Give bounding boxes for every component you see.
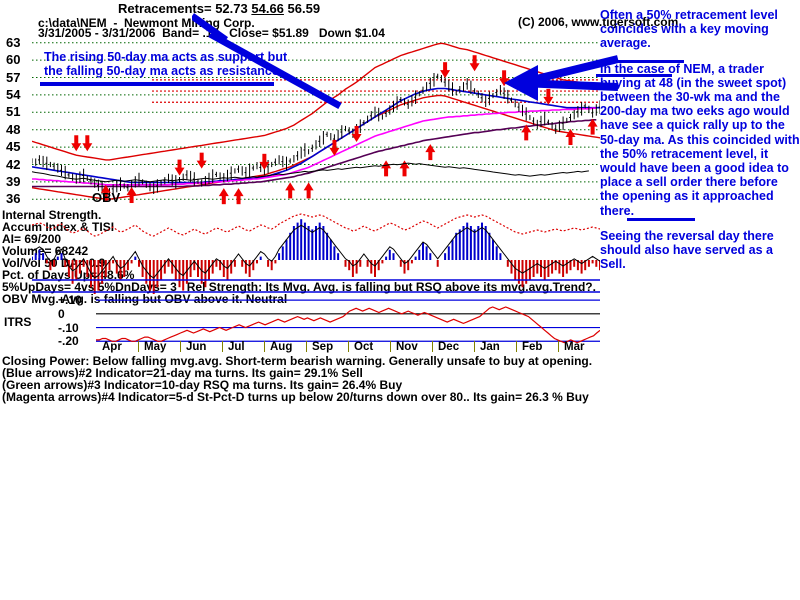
retracement-low: 52.73 xyxy=(215,1,248,16)
right-annotation-panel: Often a 50% retracement level coincides … xyxy=(600,8,800,282)
month-tick-sep xyxy=(306,341,307,352)
right-para-3: Seeing the reversal day there should als… xyxy=(600,228,774,272)
y-tick-45: 45 xyxy=(6,139,21,155)
stat-internal-strength: Internal Strength. xyxy=(2,208,102,222)
itrs-tick-1: 0 xyxy=(58,306,65,321)
month-label-aug: Aug xyxy=(270,341,293,353)
month-tick-jul xyxy=(222,341,223,352)
month-label-nov: Nov xyxy=(396,341,418,353)
obv-label: OBV xyxy=(92,190,121,205)
retracement-high: 56.59 xyxy=(287,1,321,16)
itrs-tick-0: +.10 xyxy=(58,293,82,308)
retracement-pointer xyxy=(192,13,229,42)
footer-green-arrows: (Green arrows)#3 Indicator=10-day RSQ ma… xyxy=(2,378,403,392)
itrs-label: ITRS xyxy=(4,315,32,329)
footer-closing-power: Closing Power: Below falling mvg.avg. Sh… xyxy=(2,354,593,368)
annotation-pointer-left xyxy=(208,34,342,110)
price-chart-pane xyxy=(32,34,600,208)
month-tick-aug xyxy=(264,341,265,352)
stat-obv-mvg-avg: OBV Mvg. Avg. is falling but OBV above i… xyxy=(2,292,288,306)
accumulation-index-pane xyxy=(32,208,600,302)
month-label-jul: Jul xyxy=(228,341,245,353)
price-annotation-underline xyxy=(40,82,274,86)
footer-blue-arrows: (Blue arrows)#2 Indicator=21-day ma turn… xyxy=(2,366,363,380)
month-tick-feb xyxy=(516,341,517,352)
y-tick-42: 42 xyxy=(6,156,21,172)
month-label-jan: Jan xyxy=(480,341,500,353)
itrs-pane xyxy=(96,296,600,344)
right-para-1: Often a 50% retracement level coincides … xyxy=(600,8,778,51)
itrs-tick-2: -.10 xyxy=(58,320,79,335)
month-label-mar: Mar xyxy=(564,341,585,353)
annotation-pointer-right xyxy=(504,55,619,101)
retracements-label: Retracements= xyxy=(118,1,212,16)
month-label-apr: Apr xyxy=(102,341,122,353)
month-label-oct: Oct xyxy=(354,341,374,353)
right-para-2: In the case of NEM, a trader buying at 4… xyxy=(600,61,800,218)
y-tick-57: 57 xyxy=(6,69,21,85)
retracements-header: Retracements= 52.73 54.66 56.59 xyxy=(118,1,320,16)
stat-accum-index-title: Accum Index & TISI xyxy=(2,220,115,234)
footer-magenta-arrows: (Magenta arrows)#4 Indicator=5-d St-Pct-… xyxy=(2,390,589,404)
month-label-feb: Feb xyxy=(522,341,543,353)
date-range-quote: 3/31/2005 - 3/31/2006 Band= .12 Close= $… xyxy=(38,26,385,40)
y-tick-54: 54 xyxy=(6,86,21,102)
y-tick-48: 48 xyxy=(6,121,21,137)
right-underline-2 xyxy=(596,74,672,77)
stat-ai: AI= 69/200 xyxy=(2,232,62,246)
y-tick-63: 63 xyxy=(6,34,21,50)
month-label-dec: Dec xyxy=(438,341,460,353)
right-underline-1 xyxy=(600,60,684,63)
month-tick-jun xyxy=(180,341,181,352)
month-tick-dec xyxy=(432,341,433,352)
month-tick-nov xyxy=(390,341,391,352)
month-label-may: May xyxy=(144,341,167,353)
retracement-mid: 54.66 xyxy=(251,1,284,16)
month-axis: Apr May Jun Jul Aug Sep Oct Nov Dec Jan Feb Mar xyxy=(96,341,600,355)
copyright-notice: (C) 2006, www.tigersoft.com xyxy=(518,15,679,29)
month-tick-may xyxy=(138,341,139,352)
itrs-tick-3: -.20 xyxy=(58,334,79,349)
month-label-sep: Sep xyxy=(312,341,334,353)
y-tick-39: 39 xyxy=(6,173,21,189)
right-underline-3 xyxy=(627,218,695,221)
y-tick-36: 36 xyxy=(6,191,21,207)
month-label-jun: Jun xyxy=(186,341,207,353)
y-tick-51: 51 xyxy=(6,104,21,120)
month-tick-mar xyxy=(558,341,559,352)
y-tick-60: 60 xyxy=(6,52,21,68)
month-tick-jan xyxy=(474,341,475,352)
month-tick-oct xyxy=(348,341,349,352)
